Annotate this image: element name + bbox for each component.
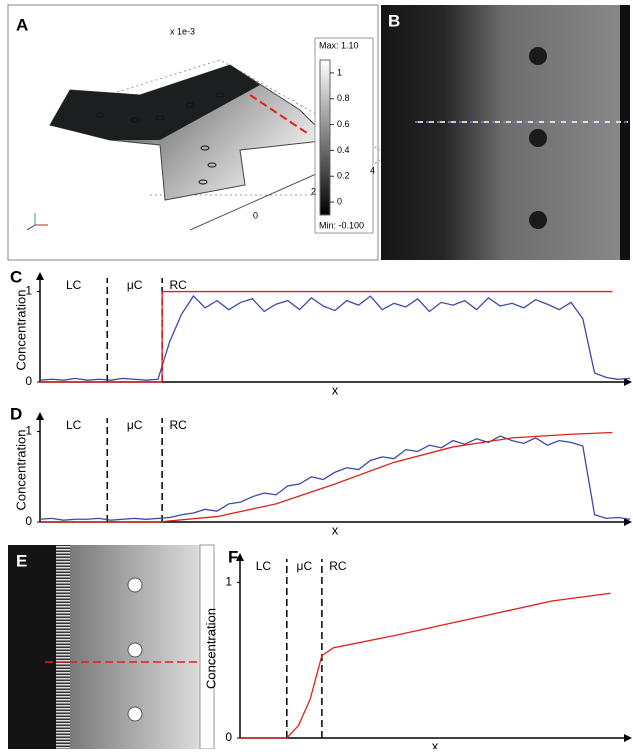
panel-e: E: [8, 544, 215, 750]
holes: [95, 92, 225, 185]
panel-label: E: [16, 551, 27, 570]
hole: [529, 47, 547, 65]
axis-tick-label: 2: [311, 186, 316, 196]
axis-arrow: [36, 272, 44, 280]
panel-a: A x 1e-3 Max: 1.10 Min: -0.100 0 2 4: [7, 4, 381, 261]
hole: [529, 129, 547, 147]
image-edge: [620, 5, 630, 260]
panel-label: C: [10, 267, 22, 286]
region-label: μC: [297, 559, 313, 573]
cut-line: [249, 94, 311, 136]
axis-arrow: [36, 412, 44, 420]
hole: [127, 706, 143, 722]
region-label: μC: [127, 278, 143, 292]
hole: [529, 211, 547, 229]
hole: [127, 577, 143, 593]
data-line: [240, 592, 611, 739]
colorbar-max: Max: 1.10: [319, 40, 359, 50]
panel-label: F: [228, 547, 238, 566]
data-line: [40, 431, 613, 523]
region-label: RC: [169, 418, 187, 432]
data-line: [39, 435, 631, 521]
scale-note: x 1e-3: [170, 26, 195, 36]
axis-tick-label: 4: [370, 165, 375, 175]
colorbar: [319, 59, 331, 216]
data-line: [40, 290, 613, 383]
axis-tick-label: 0: [253, 210, 258, 220]
data-line: [39, 295, 631, 381]
axis-arrow: [236, 553, 244, 561]
y-tick-label: 0: [225, 730, 232, 744]
region-label: LC: [66, 418, 82, 432]
region-label: μC: [127, 418, 143, 432]
microchannels: [56, 545, 70, 749]
colorbar-tick-label: 0.6: [337, 119, 350, 129]
panel-label: A: [16, 15, 28, 34]
y-tick-label: 1: [225, 575, 232, 589]
region-label: RC: [329, 559, 347, 573]
axis-arrow: [624, 734, 632, 742]
colorbar-tick-label: 0.8: [337, 93, 350, 103]
image: [381, 5, 630, 260]
image: [8, 545, 56, 749]
y-tick-label: 1: [25, 424, 32, 438]
geometry: [50, 65, 260, 140]
y-tick-label: 0: [25, 514, 32, 528]
panel-b: B: [381, 5, 630, 260]
colorbar-tick-label: 0.4: [337, 145, 350, 155]
triad: [26, 213, 48, 231]
x-axis-label: x: [332, 382, 339, 397]
colorbar-tick-label: 0.2: [337, 171, 350, 181]
panel-label: B: [388, 11, 400, 30]
colorbar-min: Min: -0.100: [319, 220, 364, 230]
y-axis-label: Concentration: [13, 430, 28, 511]
x-axis-label: x: [332, 522, 339, 537]
y-axis-label: Concentration: [13, 290, 28, 371]
axis-arrow: [624, 518, 632, 526]
hole: [127, 642, 143, 658]
colorbar-tick-label: 1: [337, 67, 342, 77]
region-label: RC: [169, 278, 187, 292]
panel-label: D: [10, 404, 22, 423]
y-tick-label: 1: [25, 284, 32, 298]
colorbar-tick-label: 0: [337, 196, 342, 206]
region-label: LC: [256, 559, 272, 573]
axis-arrow: [624, 378, 632, 386]
y-axis-label: Concentration: [203, 608, 218, 689]
region-label: LC: [66, 278, 82, 292]
y-tick-label: 0: [25, 374, 32, 388]
x-axis-label: x: [432, 738, 439, 749]
